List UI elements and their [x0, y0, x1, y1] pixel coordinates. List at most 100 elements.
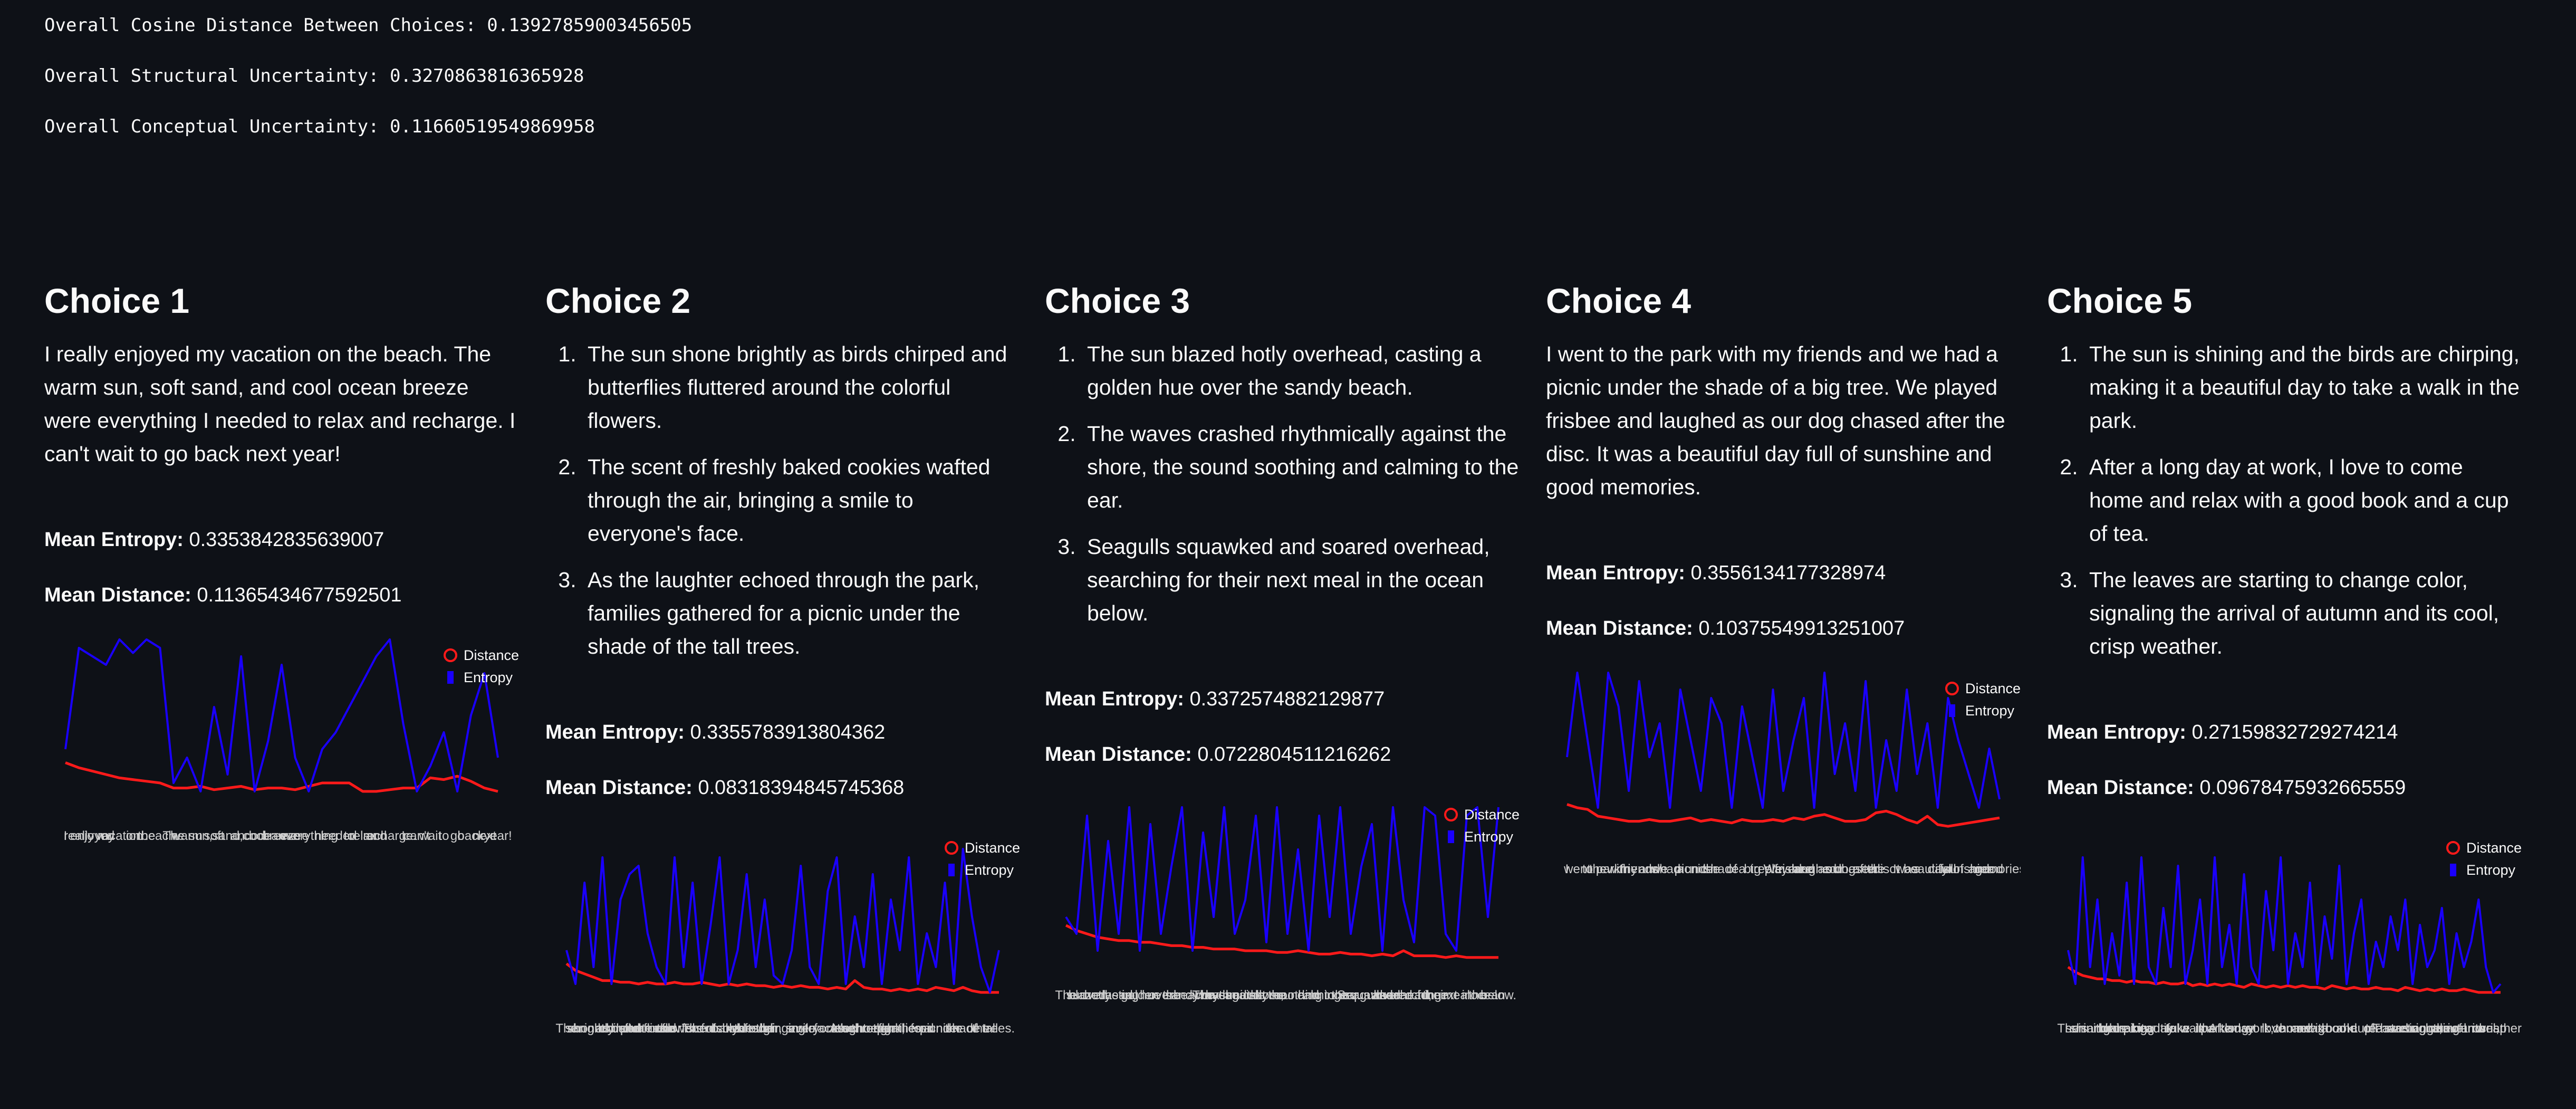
x-tick-label: sun: [2065, 1021, 2086, 1036]
x-tick-label: families: [878, 1021, 921, 1036]
x-tick-label: ocean: [251, 829, 285, 843]
x-tick-label: for: [1417, 988, 1432, 1002]
x-tick-label: and: [2087, 1021, 2108, 1036]
series-line: [565, 962, 999, 994]
x-tick-label: the: [1589, 862, 1607, 876]
x-tick-label: and: [230, 829, 252, 843]
legend-label: Entropy: [965, 862, 1014, 878]
x-tick-label: vacation: [96, 829, 143, 843]
legend-label: Entropy: [464, 670, 513, 685]
x-tick-label: with: [1607, 862, 1630, 876]
x-tick-label: rhythmically: [1202, 988, 1268, 1002]
x-tick-label: colorful: [654, 1021, 695, 1036]
x-tick-label: to: [2275, 1021, 2286, 1036]
x-tick-label: Seagulls: [1337, 988, 1386, 1002]
x-tick-label: next: [473, 829, 497, 843]
x-tick-label: were: [281, 829, 309, 843]
x-tick-label: baked: [712, 1021, 746, 1036]
x-tick-label: relax: [349, 829, 377, 843]
x-tick-label: in: [1462, 988, 1472, 1002]
x-tick-label: a: [1677, 862, 1684, 876]
x-tick-label: tree.: [1750, 862, 1775, 876]
x-tick-label: after: [1853, 862, 1878, 876]
x-tick-label: shade: [1704, 862, 1738, 876]
x-tick-label: of: [2363, 1021, 2374, 1036]
x-tick-label: memories.: [1970, 862, 2021, 876]
x-tick-label: a: [1126, 988, 1133, 1002]
legend-marker: [2446, 841, 2460, 855]
choice-title: Choice 5: [2047, 281, 2193, 320]
x-tick-label: on: [126, 829, 140, 843]
choice-title: Choice 2: [545, 281, 691, 320]
x-tick-label: a: [2145, 1021, 2152, 1036]
mean-stat-value: 0.08318394845745368: [698, 777, 905, 799]
x-tick-label: crashed: [1202, 988, 1246, 1002]
legend-marker: [1448, 830, 1454, 843]
choice-title: Choice 4: [1546, 281, 1691, 320]
x-tick-label: chirping,: [2103, 1021, 2151, 1036]
x-tick-label: birds: [2098, 1021, 2126, 1036]
x-tick-label: their: [1423, 988, 1448, 1002]
line-chart: Thesunblazedhotlyoverhead,castingagolden…: [1055, 806, 1520, 1002]
legend-marker: [1444, 808, 1458, 821]
choice-column: Choice 4 I went to the park with my frien…: [1546, 280, 2021, 894]
x-tick-label: weather.: [2476, 1021, 2522, 1036]
x-tick-label: park,: [877, 1021, 905, 1036]
x-tick-label: golden: [1121, 988, 1159, 1002]
mean-stat-label: Mean Entropy:: [1546, 562, 1685, 584]
x-tick-label: a: [1738, 862, 1746, 876]
x-tick-label: the: [756, 1021, 773, 1036]
x-tick-label: day: [2153, 1021, 2174, 1036]
x-tick-label: a: [2226, 1021, 2233, 1036]
x-tick-label: below.: [1481, 988, 1516, 1002]
x-tick-label: shone: [567, 1021, 601, 1036]
x-tick-label: our: [1825, 862, 1844, 876]
x-tick-label: casting: [1099, 988, 1139, 1002]
mean-stat: Mean Entropy: 0.3556134177328974: [1546, 557, 2021, 590]
x-tick-label: The: [2372, 1021, 2394, 1036]
x-tick-label: walk: [2179, 1021, 2206, 1036]
x-tick-label: the: [1468, 988, 1486, 1002]
x-tick-label: beach.: [1174, 988, 1212, 1002]
mean-stat: Mean Distance: 0.09678475932665559: [2047, 771, 2522, 805]
x-tick-label: bringing: [760, 1021, 805, 1036]
legend-marker: [1945, 682, 1959, 695]
x-tick-label: home: [2280, 1021, 2311, 1036]
x-tick-label: shining: [2070, 1021, 2110, 1036]
x-tick-label: shade: [946, 1021, 980, 1036]
x-tick-label: hue: [1140, 988, 1161, 1002]
x-tick-label: echoed: [843, 1021, 885, 1036]
choice-title: Choice 3: [1045, 281, 1190, 320]
x-tick-label: I: [321, 829, 324, 843]
x-tick-label: a: [788, 1021, 795, 1036]
line-chart: Thesunshonebrightlyasbirdschirpedandbutt…: [555, 840, 1020, 1036]
mean-stat-value: 0.27159832729274214: [2191, 721, 2398, 743]
x-tick-label: laughter: [832, 1021, 878, 1036]
x-tick-label: beach.: [141, 829, 179, 843]
legend-label: Distance: [965, 840, 1020, 856]
x-tick-label: at: [2246, 1021, 2256, 1036]
x-tick-label: wait: [419, 829, 442, 843]
choice-list-item: As the laughter echoed through the park,…: [582, 563, 1020, 663]
x-tick-label: to: [344, 829, 354, 843]
x-tick-label: tea.: [2366, 1021, 2387, 1036]
x-tick-label: overhead,: [1080, 988, 1137, 1002]
legend-label: Entropy: [2466, 862, 2516, 878]
x-tick-label: waves: [1195, 988, 1232, 1002]
x-tick-label: and: [1372, 988, 1393, 1002]
legend-marker: [948, 864, 955, 876]
x-tick-label: sun: [565, 1021, 586, 1036]
x-tick-label: the: [2096, 1021, 2113, 1036]
metric-label: Overall Structural Uncertainty:: [44, 65, 379, 87]
series-line: [64, 638, 499, 792]
x-tick-label: and: [2336, 1021, 2357, 1036]
legend-marker: [945, 841, 958, 855]
metric-label: Overall Cosine Distance Between Choices:: [44, 15, 476, 36]
x-tick-label: are: [2110, 1021, 2129, 1036]
choice-text: I went to the park with my friends and w…: [1546, 342, 2005, 499]
mean-stat: Mean Distance: 0.08318394845745368: [545, 771, 1020, 805]
mean-stat: Mean Entropy: 0.3355783913804362: [545, 716, 1020, 749]
legend-label: Distance: [2466, 840, 2522, 856]
x-tick-label: making: [2113, 1021, 2154, 1036]
